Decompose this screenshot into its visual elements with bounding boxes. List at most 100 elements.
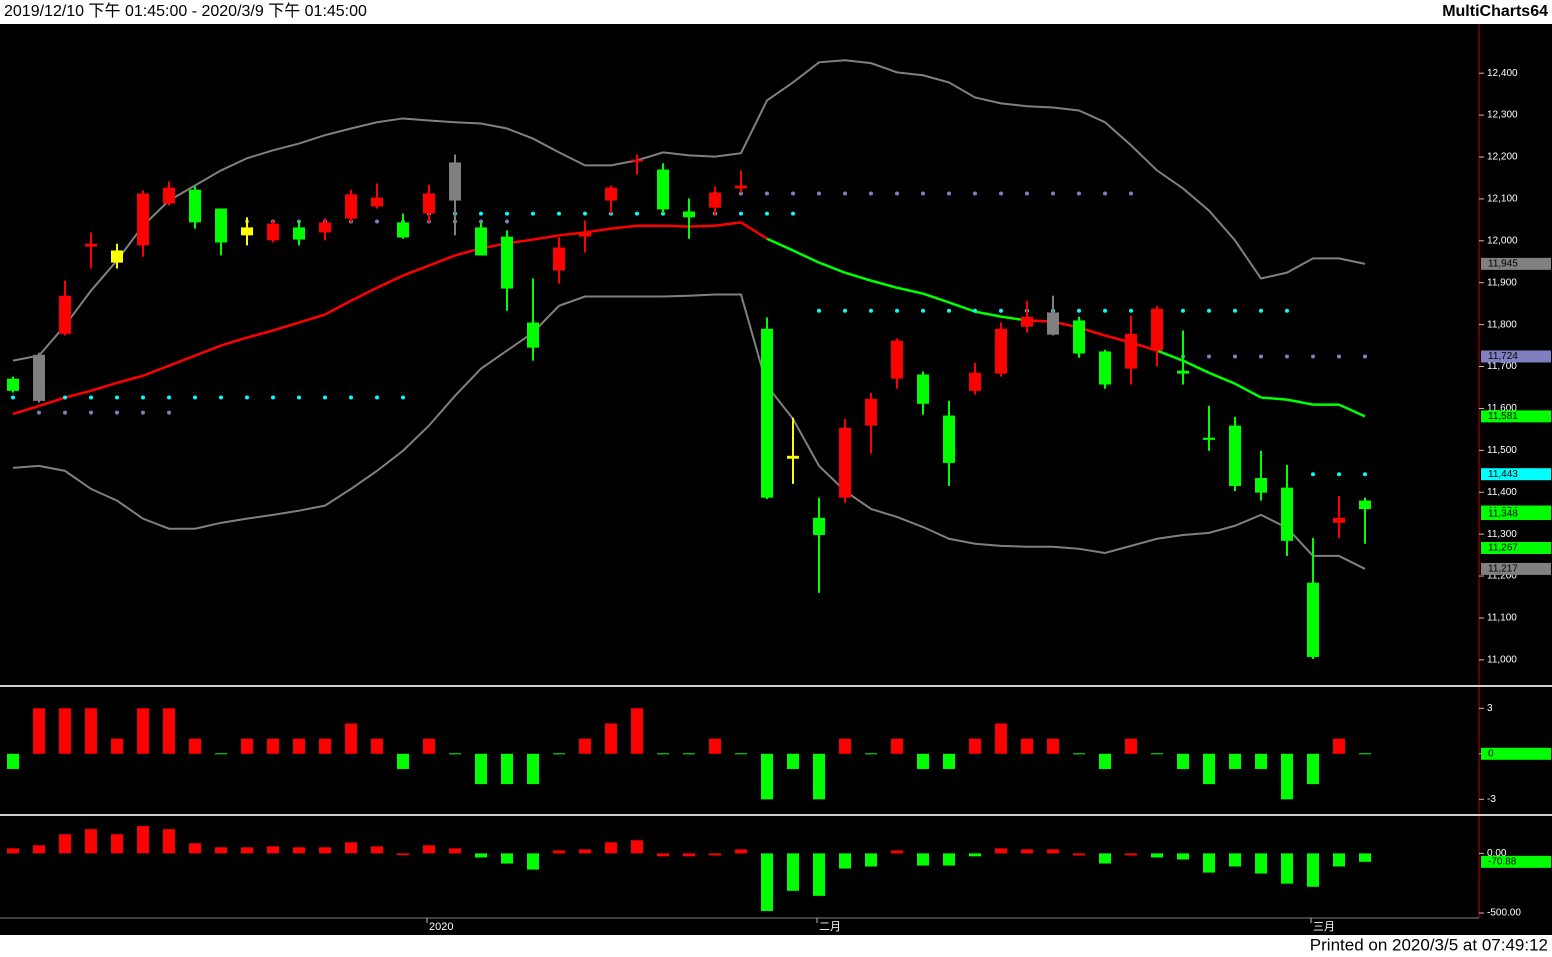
upper-band [12,59,1366,362]
histogram-bar [241,847,253,854]
histogram-bar [761,853,773,911]
print-note: Printed on 2020/3/5 at 07:49:12 [1310,935,1548,954]
histogram-bar [241,738,253,754]
histogram-bar [1255,853,1267,874]
histogram-bar [995,848,1007,854]
stop-dot [167,395,171,400]
candle-body [189,189,201,223]
last-value-label: 0 [1488,748,1494,759]
candle-body [969,372,981,391]
candle-body [345,194,357,219]
stop-dot [219,395,223,400]
mid-line-segment [142,364,170,377]
candle-body [163,187,175,204]
mid-line-segment [818,261,846,274]
stop-dot [1207,354,1211,359]
stop-dot [1285,354,1289,359]
stop-dot [791,191,795,196]
candle-body [1073,320,1085,354]
stop-dot [37,410,41,415]
histogram-bar [969,738,981,754]
candle-body [59,295,71,334]
stop-dot [739,211,743,216]
histogram-bar [1281,853,1293,884]
candle-body [579,232,591,237]
histogram-bar [735,849,747,854]
stop-dot [1363,354,1367,359]
histogram-bar [839,853,851,869]
stop-dot [1103,308,1107,313]
stop-dot [505,211,509,216]
x-tick-label: 2020 [429,921,453,933]
histogram-bar [189,843,201,854]
mid-line-segment [1156,349,1184,362]
histogram-bar [85,829,97,854]
stop-dot [1077,308,1081,313]
mid-line-segment [740,221,768,240]
candle-body [761,328,773,498]
histogram-bar [111,834,123,854]
candle-body [1047,312,1059,335]
stop-dot [1337,354,1341,359]
histogram-bar [59,708,71,754]
y-tick-label: -500.00 [1487,908,1521,919]
mid-line-segment [714,221,742,227]
histogram-bar [865,853,877,867]
y-tick-label: 11,300 [1487,529,1517,540]
candle-body [475,227,487,256]
histogram-bar [1047,738,1059,754]
histogram-bar [1099,753,1111,769]
histogram-bar [839,738,851,754]
stop-dot [921,308,925,313]
candle-body [241,227,253,236]
candle-body [501,236,513,289]
stop-dot [1311,354,1315,359]
histogram-bar [137,708,149,754]
candle-body [7,378,19,391]
histogram-bar [85,708,97,754]
histogram-bar [813,753,825,800]
histogram-bar [475,853,487,858]
histogram-bar [1229,753,1241,769]
histogram-bar [1333,738,1345,754]
stop-dot [245,395,249,400]
histogram-bar [605,842,617,854]
histogram-bar [995,723,1007,754]
histogram-bar [215,847,227,854]
lower-band [12,293,1366,570]
stop-dot [297,395,301,400]
histogram-bar [371,846,383,854]
stop-dot [1207,308,1211,313]
mid-line-segment [844,271,872,282]
histogram-bar [787,753,799,769]
mid-line-segment [584,227,612,234]
histogram-bar [579,738,591,754]
histogram-bar [163,708,175,754]
stop-dot [531,211,535,216]
histogram-bar [683,753,695,755]
y-tick-label: 11,600 [1487,403,1517,414]
histogram-bar [7,848,19,854]
candle-body [449,162,461,201]
last-value-tag [1481,350,1551,363]
histogram-bar [761,753,773,800]
stop-dot [947,308,951,313]
stop-dot [401,395,405,400]
histogram-bar [1177,753,1189,769]
candle-body [735,185,747,189]
y-tick-label: 12,100 [1487,194,1518,205]
stop-dot [1077,191,1081,196]
stop-dot [1311,472,1315,477]
stop-dot [1051,191,1055,196]
candle-body [891,340,903,379]
mid-line-segment [1234,382,1262,399]
histogram-bar [345,723,357,754]
histogram-bar [631,708,643,754]
stop-dot [141,410,145,415]
histogram-bar [1333,853,1345,867]
stop-dot [323,395,327,400]
stop-dot [921,191,925,196]
last-value-tag [1481,541,1551,554]
mid-line-segment [896,286,924,295]
